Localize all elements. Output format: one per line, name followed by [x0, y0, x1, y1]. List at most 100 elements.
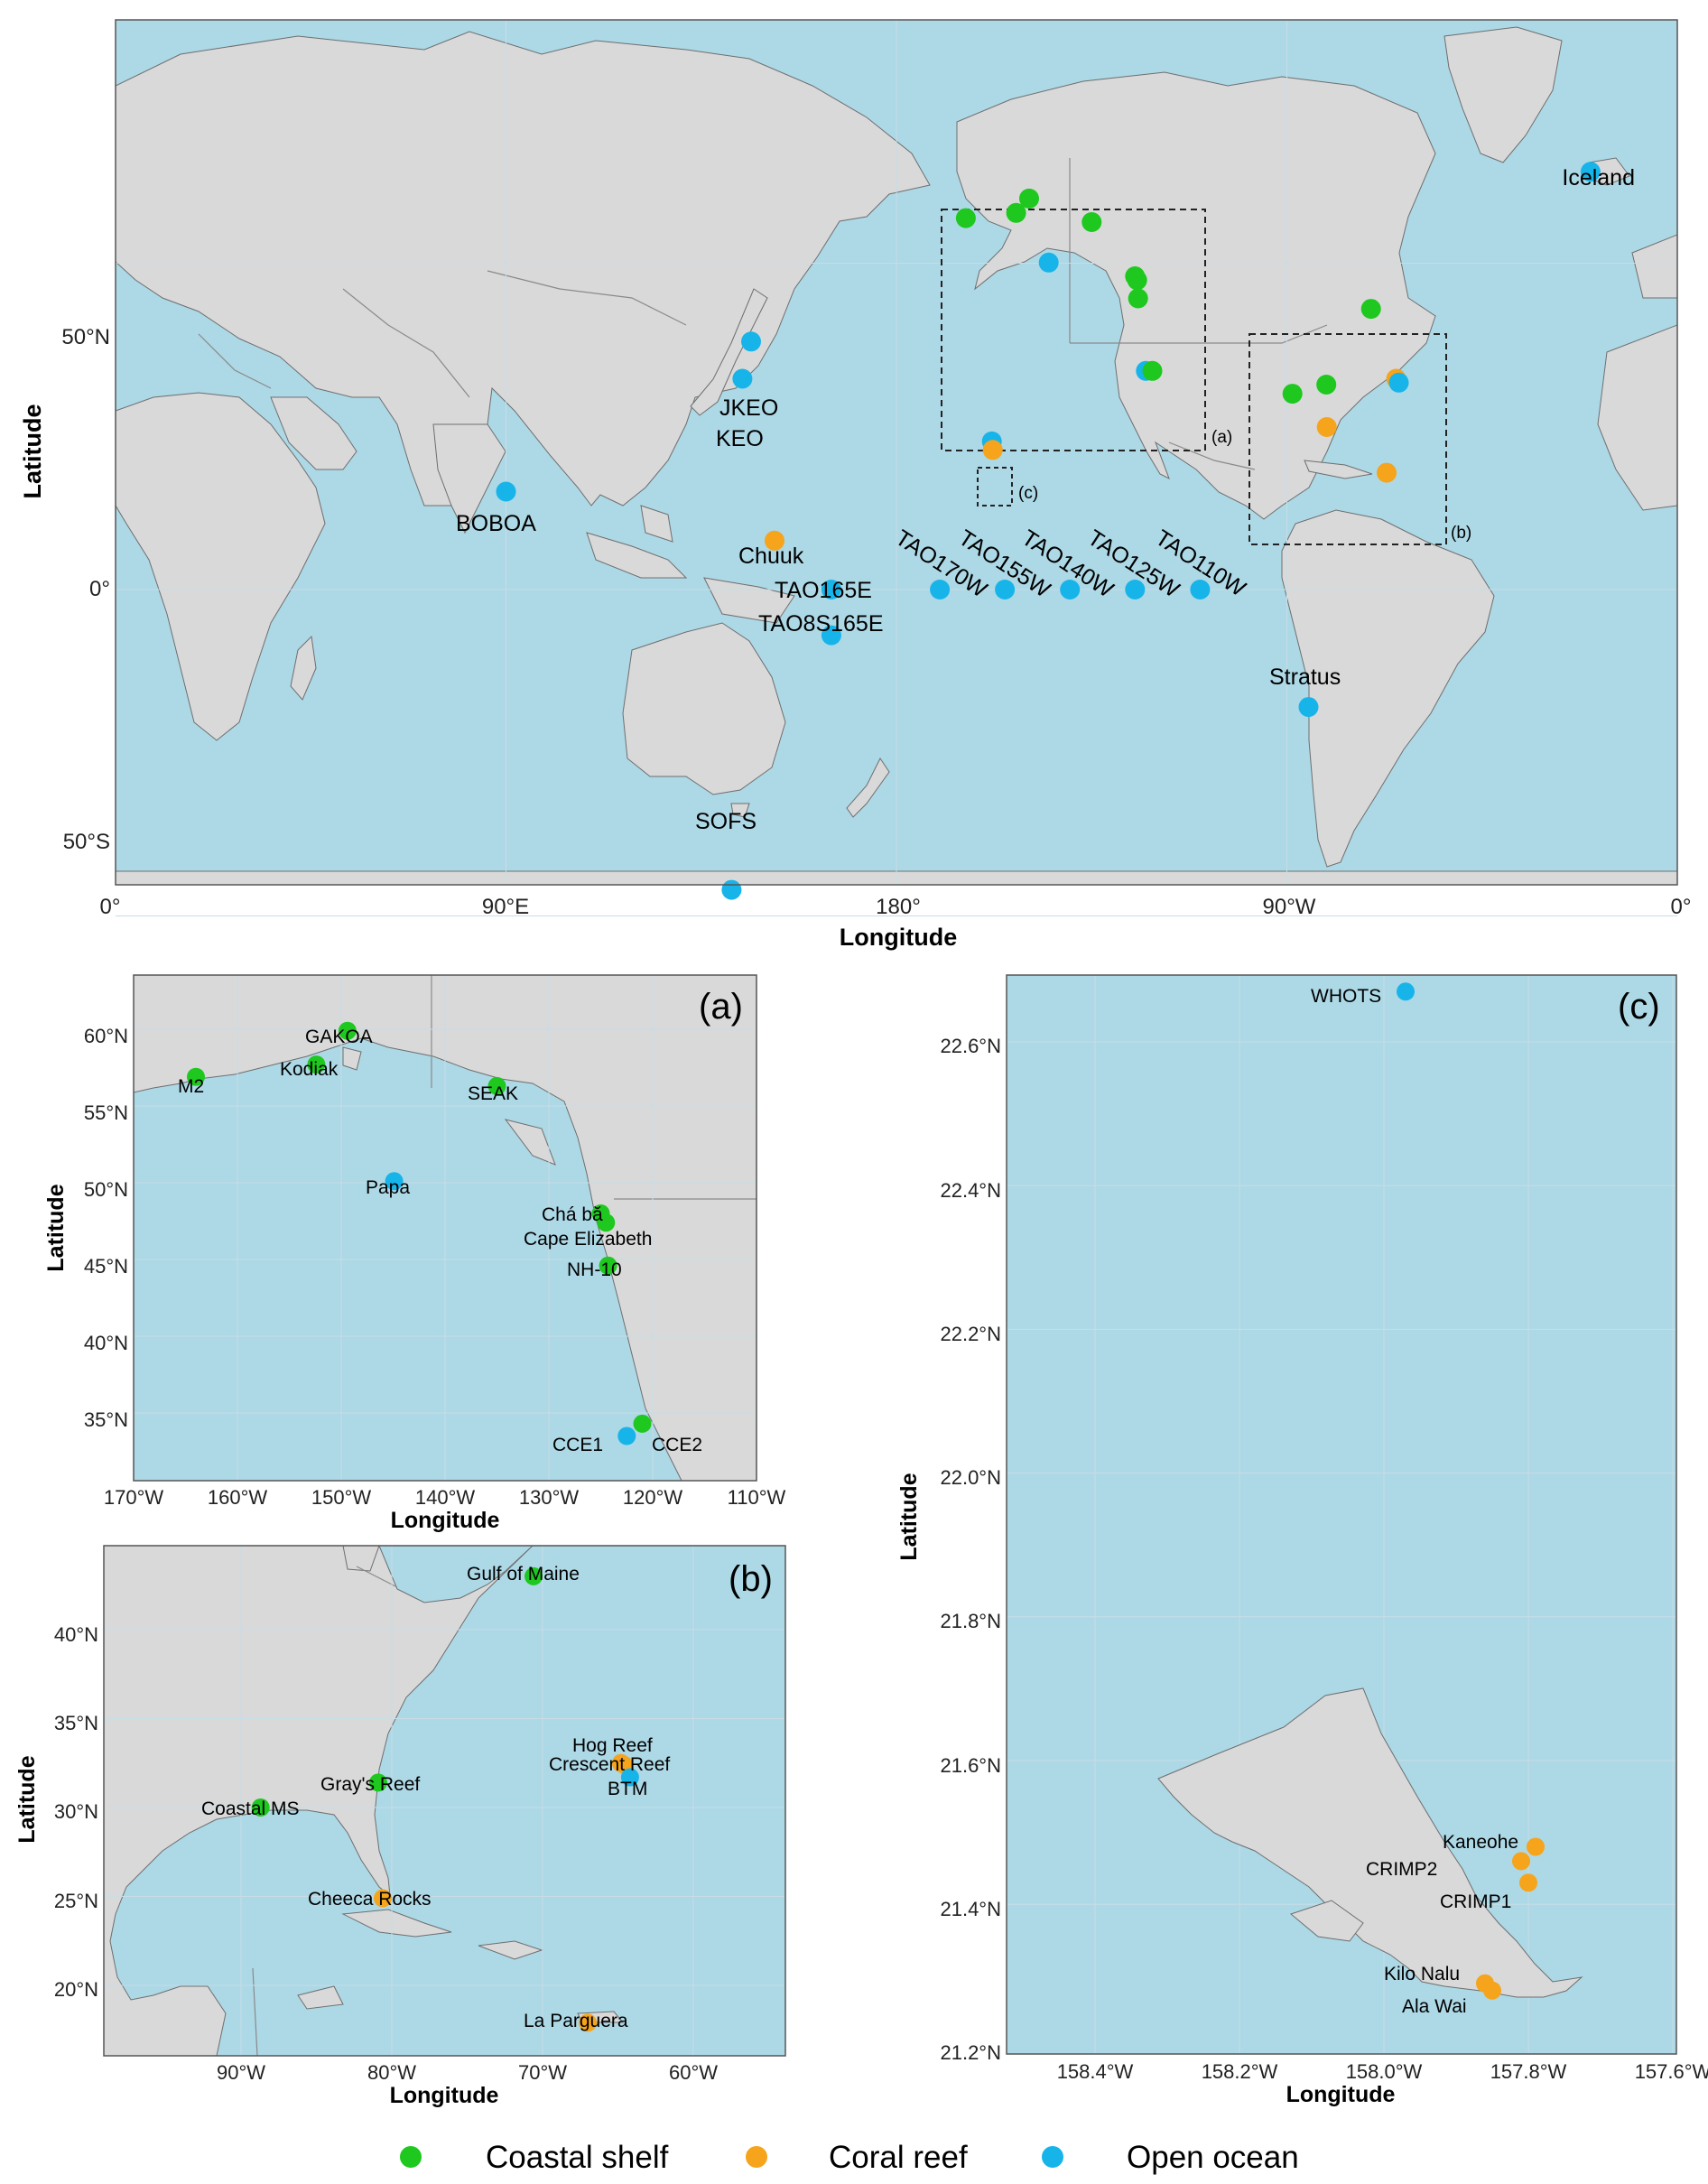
main-y-axis-title: Latitude: [19, 404, 46, 499]
site-marker-coastal-shelf: [1006, 202, 1026, 223]
inset-box-b: [1249, 333, 1447, 545]
site-label: La Parguera: [524, 2011, 628, 2031]
site-marker-coastal-shelf: [369, 1773, 387, 1792]
site-marker-coastal-shelf: [1360, 299, 1381, 320]
main-ytick: 0°: [89, 577, 110, 601]
site-label: Crescent Reef: [549, 1754, 670, 1775]
site-marker-open-ocean: [620, 1768, 639, 1787]
site-label: CCE2: [652, 1435, 702, 1455]
site-marker-coastal-shelf: [597, 1213, 616, 1232]
site-marker-coral-reef: [1527, 1837, 1545, 1856]
site-marker-coral-reef: [1377, 462, 1397, 483]
site-label: WHOTS: [1311, 986, 1381, 1007]
legend-marker-coral-reef: [746, 2146, 767, 2168]
panel-a-xtick: 170°W: [104, 1486, 164, 1509]
site-label: Gray's Reef: [320, 1774, 420, 1795]
legend-label: Coastal shelf: [486, 2140, 669, 2175]
panel-a-land: [134, 975, 757, 1481]
site-marker-open-ocean: [1125, 580, 1146, 599]
site-marker-coastal-shelf: [1142, 360, 1163, 381]
panel-b-graticule: [104, 1546, 785, 2056]
site-label: Coastal MS: [201, 1798, 300, 1819]
panel-c-ytick: 21.2°N: [940, 2041, 1001, 2064]
site-label-sofs: SOFS: [695, 809, 757, 834]
panel-a-frame: [133, 974, 757, 1482]
legend-marker-open-ocean: [1042, 2146, 1063, 2168]
panel-a-ytick: 60°N: [84, 1025, 128, 1047]
site-marker-coral-reef: [1483, 1981, 1501, 2000]
site-marker-coastal-shelf: [599, 1256, 617, 1275]
site-marker-open-ocean: [1298, 697, 1319, 718]
site-label: Papa: [366, 1177, 410, 1198]
panel-b-xtick: 90°W: [217, 2061, 265, 2084]
panel-b-borders: [252, 1566, 398, 2056]
site-label: CRIMP2: [1366, 1859, 1437, 1880]
panel-b-ytick: 35°N: [54, 1712, 98, 1734]
panel-b-ticks: 90°W 80°W 70°W 60°W 40°N 35°N 30°N 25°N …: [54, 1623, 718, 2084]
panel-c-xtick: 158.2°W: [1202, 2060, 1278, 2083]
panel-b-site-points: [251, 1566, 639, 2032]
site-label-chuuk: Chuuk: [738, 544, 804, 569]
site-label-jkeo: JKEO: [719, 395, 778, 421]
panel-c-land: [1157, 1687, 1583, 1998]
panel-b-y-axis-title: Latitude: [14, 1755, 40, 1843]
panel-a-xtick: 160°W: [208, 1486, 268, 1509]
site-marker-coastal-shelf: [187, 1067, 205, 1086]
legend: Coastal shelf Coral reef Open ocean: [400, 2140, 1299, 2175]
site-marker-open-ocean: [1397, 982, 1415, 1001]
site-label-boboa: BOBOA: [456, 511, 536, 536]
panel-a-ytick: 40°N: [84, 1332, 128, 1354]
panel-c-ytick: 21.4°N: [940, 1898, 1001, 1920]
site-marker-open-ocean: [385, 1172, 404, 1191]
panel-b-xtick: 70°W: [518, 2061, 567, 2084]
site-marker-coral-reef: [765, 530, 784, 551]
site-marker-coastal-shelf: [307, 1055, 326, 1074]
panel-c-xtick: 158.0°W: [1346, 2060, 1423, 2083]
site-marker-open-ocean: [732, 368, 753, 389]
site-marker-coastal-shelf: [1316, 375, 1337, 395]
site-marker-coral-reef: [1316, 417, 1337, 437]
site-marker-coastal-shelf: [1282, 384, 1303, 404]
site-marker-open-ocean: [617, 1427, 636, 1445]
main-map-panel: (a) (b) (c) TAO170W TAO155W TAO140W TAO1…: [19, 19, 1691, 951]
panel-b-frame: [103, 1545, 786, 2057]
site-label: Hog Reef: [572, 1735, 653, 1756]
panel-c-site-labels: WHOTS Kaneohe CRIMP2 CRIMP1 Kilo Nalu Al…: [1311, 986, 1518, 2017]
panel-b-site-labels: Gulf of Maine Hog Reef Crescent Reef BTM…: [201, 1564, 670, 2031]
site-label-iceland: Iceland: [1562, 165, 1635, 191]
panel-c-ytick: 21.8°N: [940, 1610, 1001, 1632]
panel-c-xtick: 157.8°W: [1490, 2060, 1567, 2083]
site-marker-open-ocean: [821, 580, 841, 599]
panel-b-land: [104, 1546, 625, 2056]
panel-b: Gulf of Maine Hog Reef Crescent Reef BTM…: [14, 1545, 786, 2108]
panel-c-site-points: [1397, 982, 1545, 2000]
panel-c-ytick: 22.4°N: [940, 1179, 1001, 1202]
site-marker-open-ocean: [995, 580, 1016, 599]
site-marker-coral-reef: [579, 2013, 598, 2032]
panel-a-xtick: 150°W: [311, 1486, 372, 1509]
main-frame: [115, 19, 1678, 886]
inset-label-c: (c): [1018, 484, 1038, 503]
site-marker-coastal-shelf: [1128, 288, 1148, 309]
site-label: Ala Wai: [1402, 1996, 1467, 2017]
site-marker-open-ocean: [1388, 372, 1409, 393]
site-label: Kodiak: [280, 1059, 339, 1080]
legend-label: Open ocean: [1127, 2140, 1299, 2175]
site-label: Cheeca Rocks: [308, 1889, 432, 1910]
site-label: Cape Elizabeth: [524, 1229, 652, 1250]
panel-c-y-axis-title: Latitude: [896, 1473, 922, 1560]
panel-b-ytick: 25°N: [54, 1890, 98, 1912]
site-label: Chá bă: [542, 1204, 603, 1225]
panel-a-y-axis-title: Latitude: [43, 1184, 69, 1271]
panel-a-ytick: 35°N: [84, 1408, 128, 1431]
site-label-stratus: Stratus: [1269, 664, 1341, 690]
site-marker-open-ocean: [721, 879, 742, 900]
site-marker-open-ocean: [930, 580, 951, 599]
site-marker-coastal-shelf: [251, 1798, 270, 1817]
panel-a-xtick: 130°W: [519, 1486, 580, 1509]
panel-c-x-axis-title: Longitude: [1286, 2082, 1396, 2107]
site-label-keo: KEO: [716, 426, 764, 451]
panel-a-xtick: 120°W: [623, 1486, 683, 1509]
main-xtick: 90°E: [482, 895, 529, 919]
